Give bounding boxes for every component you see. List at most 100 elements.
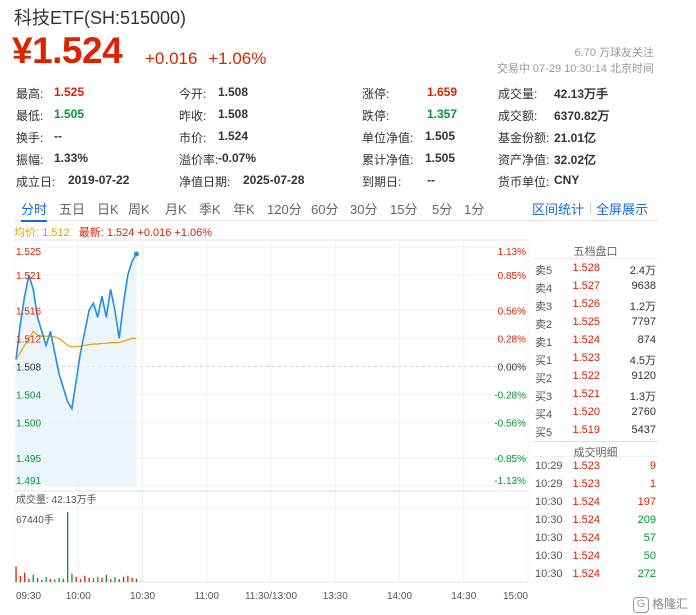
trade-row: 10:30 1.524 57 — [533, 529, 658, 547]
order-book-row: 卖4 1.527 9638 — [533, 277, 658, 295]
y-tick-label: 1.525 — [16, 247, 41, 258]
quote-label: 单位净值: — [362, 131, 414, 145]
tab-period[interactable]: 五日 — [59, 202, 86, 217]
order-book-row: 买5 1.519 5437 — [533, 421, 658, 439]
tab-period[interactable]: 120分 — [267, 202, 302, 217]
trade-row: 10:30 1.524 209 — [533, 511, 658, 529]
tab-period[interactable]: 季K — [199, 202, 221, 217]
order-level: 买4 — [535, 409, 553, 421]
order-level: 卖4 — [535, 283, 553, 295]
volume-bar — [54, 579, 56, 582]
avg-price-legend: 均价: 1.512 — [14, 227, 70, 239]
order-volume: 7797 — [631, 316, 656, 328]
volume-bar — [105, 574, 107, 582]
order-level: 卖1 — [535, 337, 553, 349]
trades-title: 成交明细 — [533, 441, 658, 459]
order-level: 买3 — [535, 391, 553, 403]
quote-value: 1.525 — [54, 85, 85, 99]
quote-value: 1.505 — [54, 107, 85, 121]
order-book-row: 卖2 1.525 7797 — [533, 313, 658, 331]
order-book-row: 买1 1.523 4.5万 — [533, 349, 658, 367]
quote-value: 2019-07-22 — [68, 173, 130, 187]
quote-label: 货币单位: — [498, 175, 550, 189]
volume-bar — [122, 576, 125, 582]
y-tick-label: 1.512 — [16, 334, 41, 345]
y-pct-tick-label: 0.28% — [498, 334, 526, 345]
volume-bar — [79, 578, 82, 582]
tab-period[interactable]: 1分 — [464, 202, 485, 217]
quote-label: 成立日: — [16, 175, 56, 189]
avg-price-line — [15, 330, 137, 360]
order-price: 1.525 — [572, 316, 600, 328]
y-pct-tick-label: 0.85% — [498, 271, 526, 282]
intraday-chart[interactable]: 1.525 1.521 1.516 1.512 1.508 1.504 1.500 1.495… — [14, 237, 530, 605]
x-tick-label: 09:30 — [16, 591, 41, 602]
quote-label: 涨停: — [362, 87, 390, 101]
x-tick-label: 13:30 — [323, 591, 348, 602]
y-tick-label: 1.504 — [16, 391, 41, 402]
volume-bar — [127, 575, 129, 582]
latest-price-dot — [133, 251, 139, 257]
quote-label: 资产净值: — [498, 153, 550, 167]
change-abs: +0.016 — [145, 49, 198, 68]
fullscreen-link[interactable]: 全屏展示 — [596, 202, 649, 217]
volume-bar — [114, 577, 116, 582]
tab-period[interactable]: 日K — [97, 202, 119, 217]
y-pct-tick-label: -0.85% — [494, 454, 526, 465]
x-tick-label: 14:30 — [451, 591, 476, 602]
order-level: 买1 — [535, 355, 553, 367]
tab-period[interactable]: 60分 — [311, 202, 339, 217]
y-tick-label: 1.491 — [16, 476, 41, 487]
tab-period[interactable]: 月K — [165, 202, 187, 217]
volume-bar — [49, 578, 52, 582]
quote-value: 1.33% — [54, 151, 89, 165]
volume-bar — [131, 577, 133, 582]
order-price: 1.527 — [572, 280, 600, 292]
quote-value: 1.508 — [218, 107, 249, 121]
tab-period[interactable]: 30分 — [350, 202, 378, 217]
quote-label: 到期日: — [362, 175, 402, 189]
y-tick-label: 1.500 — [16, 419, 41, 430]
trade-time: 10:30 — [535, 550, 563, 562]
quote-value: -0.07% — [218, 151, 257, 165]
order-level: 买2 — [535, 373, 553, 385]
order-book-row: 卖1 1.524 874 — [533, 331, 658, 349]
order-level: 卖2 — [535, 319, 553, 331]
volume-bar — [71, 573, 73, 582]
tab-period[interactable]: 5分 — [432, 202, 453, 217]
order-book-row: 买4 1.520 2760 — [533, 403, 658, 421]
quote-value: 21.01亿 — [554, 131, 597, 145]
order-level: 卖5 — [535, 265, 553, 277]
trade-row: 10:30 1.524 272 — [533, 565, 658, 583]
y-tick-label: 1.521 — [16, 271, 41, 282]
quote-label: 成交量: — [498, 87, 538, 101]
tab-period[interactable]: 年K — [233, 202, 255, 217]
quote-label: 昨收: — [179, 109, 207, 123]
order-volume: 2760 — [631, 406, 656, 418]
order-price: 1.521 — [572, 388, 600, 400]
y-pct-tick-label: 0.00% — [498, 363, 526, 374]
trade-price: 1.524 — [572, 496, 600, 508]
trade-volume: 50 — [643, 550, 656, 562]
volume-bar — [118, 578, 120, 582]
trade-time: 10:30 — [535, 496, 563, 508]
volume-bar — [36, 577, 39, 582]
volume-label: 成交量: 42.13万手 — [16, 493, 97, 506]
x-tick-label: 15:00 — [503, 591, 528, 602]
order-price: 1.526 — [572, 298, 600, 310]
watermark-text: 格隆汇 — [651, 597, 688, 612]
tab-period[interactable]: 周K — [128, 202, 150, 217]
range-stats-link[interactable]: 区间统计 — [532, 202, 585, 217]
tab-period[interactable]: 分时 — [21, 199, 48, 222]
quote-label: 最低: — [16, 109, 44, 123]
tab-period[interactable]: 15分 — [390, 202, 418, 217]
x-tick-label: 11:30/13:00 — [245, 591, 298, 602]
quote-label: 换手: — [16, 131, 44, 145]
trade-time: 10:30 — [535, 514, 563, 526]
volume-bar — [24, 572, 26, 582]
volume-bar — [135, 578, 138, 582]
y-pct-tick-label: -0.28% — [494, 391, 526, 402]
quote-value: 1.659 — [427, 85, 458, 99]
quote-value: 1.524 — [218, 129, 249, 143]
order-price: 1.519 — [572, 424, 600, 436]
